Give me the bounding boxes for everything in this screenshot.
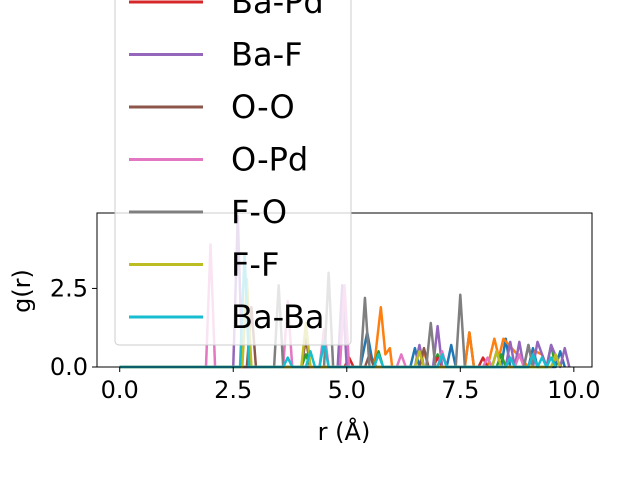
legend-label-f-o: F-O [231, 193, 287, 231]
y-axis-label: g(r) [8, 269, 36, 313]
legend-box [114, 0, 352, 346]
legend: Ba-Pd Ba-F O-O O-Pd F-O F-F Ba-Ba [114, 0, 352, 346]
x-tick-label: 0.0 [101, 376, 139, 404]
x-axis-ticks: 0.0 2.5 5.0 7.5 10.0 [101, 367, 601, 404]
legend-label-o-pd: O-Pd [231, 141, 308, 179]
legend-label-o-o: O-O [231, 88, 295, 126]
legend-label-f-f: F-F [231, 246, 279, 284]
x-tick-label: 5.0 [328, 376, 366, 404]
y-axis-ticks: 0.0 2.5 [50, 274, 97, 381]
series-line-ba-ba [119, 252, 557, 369]
y-tick-label: 0.0 [50, 353, 88, 381]
legend-label-ba-f: Ba-F [231, 36, 303, 74]
x-tick-label: 2.5 [214, 376, 252, 404]
x-axis-label: r (Å) [318, 417, 371, 446]
legend-label-ba-pd: Ba-Pd [231, 0, 324, 21]
y-tick-label: 2.5 [50, 274, 88, 302]
x-tick-label: 10.0 [547, 376, 600, 404]
x-tick-label: 7.5 [441, 376, 479, 404]
legend-label-ba-ba: Ba-Ba [231, 298, 325, 336]
